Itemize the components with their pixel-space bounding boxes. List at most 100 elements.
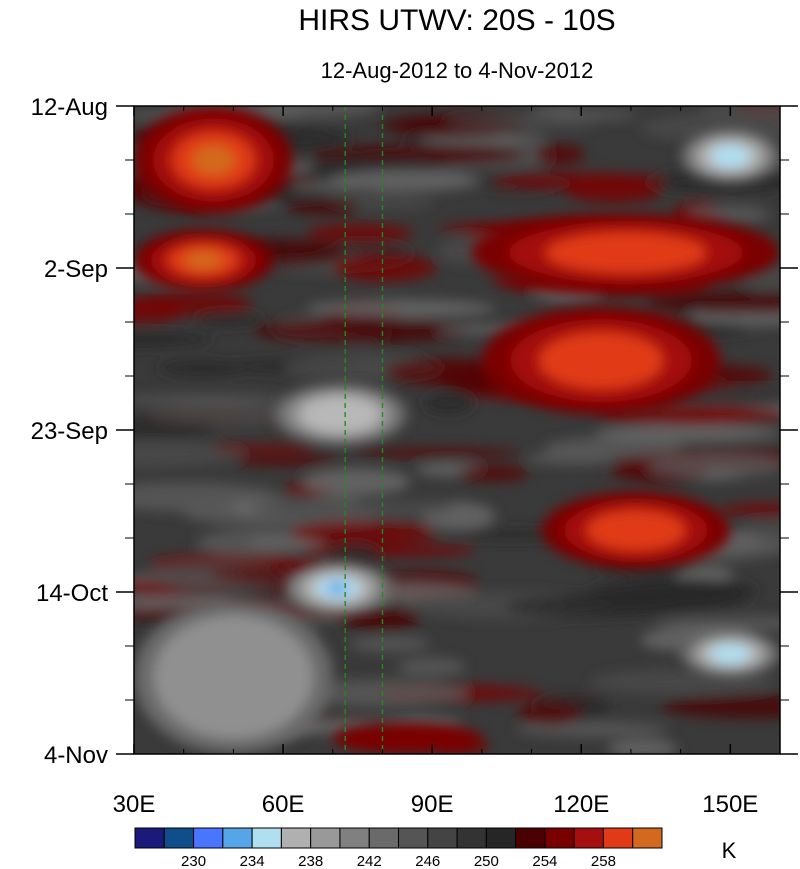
colorbar-label: 258 <box>591 853 616 869</box>
x-tick-label: 150E <box>702 791 758 818</box>
field-streak <box>194 311 264 327</box>
contour-region-moist <box>680 630 780 677</box>
colorbar-swatch <box>134 827 165 849</box>
contour-level <box>153 615 313 739</box>
colorbar-label: 250 <box>474 853 499 869</box>
contour-region-warm <box>541 491 731 569</box>
chart-subtitle: 12-Aug-2012 to 4-Nov-2012 <box>321 58 594 83</box>
field-streak <box>423 392 475 414</box>
field-streak <box>253 317 470 344</box>
field-streak <box>349 636 430 652</box>
field-streak <box>302 468 411 496</box>
contour-level <box>586 510 685 551</box>
colorbar-swatch <box>339 827 370 849</box>
contour-region-moist <box>273 383 408 446</box>
field-streak <box>445 118 599 130</box>
chart-title: HIRS UTWV: 20S - 10S <box>298 4 615 37</box>
field-streak <box>674 565 734 582</box>
field-streak <box>526 451 616 465</box>
colorbar: 230 234 238 242 246 250 254 258 <box>134 827 663 869</box>
field-streak <box>285 199 360 215</box>
contour-region-warm <box>471 214 780 292</box>
contour-level <box>191 144 236 176</box>
contour-level <box>710 644 751 663</box>
contour-region-warm <box>134 229 274 292</box>
colorbar-unit: K <box>722 838 737 863</box>
contour-region-warm <box>332 723 482 754</box>
field-streak <box>457 465 529 482</box>
field-streak <box>647 291 780 315</box>
x-tick-label: 60E <box>262 791 305 818</box>
colorbar-swatch <box>163 827 195 849</box>
contour-level <box>299 396 381 434</box>
field-streak <box>647 452 780 478</box>
field-streak <box>397 657 466 677</box>
field-streak <box>687 205 770 225</box>
field-streak <box>594 424 780 442</box>
y-tick-label: 12-Aug <box>31 94 108 121</box>
reference-lines <box>344 106 384 754</box>
field-streak <box>197 529 298 556</box>
x-tick-label: 90E <box>411 791 454 818</box>
x-tick-label: 30E <box>113 791 156 818</box>
colorbar-swatch <box>222 827 253 849</box>
field-streak <box>134 330 214 348</box>
colorbar-swatch <box>456 827 487 849</box>
colorbar-swatch <box>251 827 282 849</box>
field-streak <box>299 679 468 707</box>
field-streak <box>333 253 437 282</box>
contour-level <box>539 332 664 389</box>
y-tick-label: 14-Oct <box>36 580 108 607</box>
field-streak <box>211 443 316 453</box>
field-streak <box>289 520 438 545</box>
field-streak <box>262 503 337 512</box>
field-streak <box>534 143 586 165</box>
colorbar-swatch <box>544 827 575 849</box>
field-streak <box>149 405 311 425</box>
contour-level <box>332 723 482 754</box>
colorbar-swatch <box>602 827 634 849</box>
colorbar-label: 234 <box>240 853 265 869</box>
colorbar-swatch <box>310 827 341 849</box>
field-streak <box>418 134 548 146</box>
field-streak <box>492 172 668 191</box>
colorbar-swatch <box>427 827 458 849</box>
colorbar-label: 238 <box>298 853 323 869</box>
colorbar-swatch <box>632 827 663 849</box>
contour-region-warm <box>134 106 294 214</box>
y-tick-label: 23-Sep <box>31 418 108 445</box>
field-streak <box>504 594 680 618</box>
contour-region-moist <box>283 561 393 616</box>
field-streak <box>300 543 476 558</box>
colorbar-swatch <box>280 827 312 849</box>
contour-level <box>184 251 224 269</box>
contour-region-warm <box>481 306 721 415</box>
field-streak <box>607 739 678 754</box>
x-tick-label: 120E <box>553 791 609 818</box>
contour-region-moist <box>680 129 780 184</box>
field-streak <box>231 454 338 467</box>
colorbar-swatch <box>398 827 429 849</box>
colorbar-swatch <box>193 827 224 849</box>
field-streak <box>157 360 246 377</box>
colorbar-label: 254 <box>532 853 557 869</box>
contour-region-moist <box>134 599 333 754</box>
field-streak <box>517 703 583 726</box>
contour-level <box>545 232 707 273</box>
field-streak <box>330 169 479 192</box>
y-tick-label: 4-Nov <box>44 742 108 769</box>
colorbar-swatch <box>515 827 546 849</box>
field-streak <box>134 297 187 324</box>
field-streak <box>697 106 780 121</box>
field-streak <box>653 617 780 631</box>
field-streak <box>719 502 780 517</box>
field-streak <box>530 106 584 118</box>
colorbar-swatch <box>485 827 517 849</box>
colorbar-swatch <box>573 827 604 849</box>
y-tick-label: 2-Sep <box>44 256 108 283</box>
colorbar-swatch <box>368 827 400 849</box>
plot-area <box>134 106 780 754</box>
field-streak <box>661 694 780 719</box>
field-streak <box>307 223 414 243</box>
